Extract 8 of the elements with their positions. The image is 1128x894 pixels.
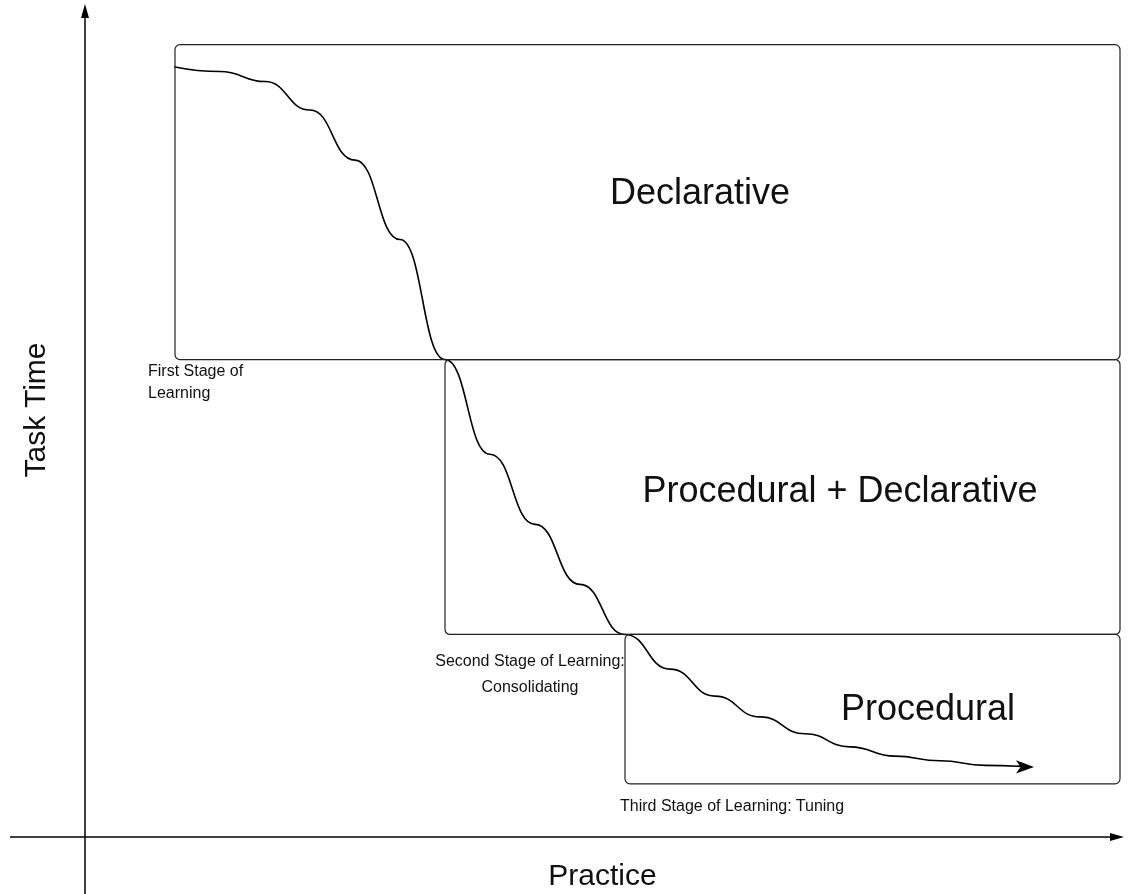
annotation: Declarative [609, 171, 791, 213]
y-axis-title: Task Time [18, 342, 52, 478]
annotation: Procedural + Declarative [642, 469, 1038, 511]
x-axis-title: Practice [548, 857, 657, 891]
annotation: Third Stage of Learning: Tuning [620, 797, 845, 815]
annotation: First Stage of Learning [148, 361, 245, 403]
annotation: Procedural [840, 687, 1016, 729]
annotation: Second Stage of Learning: Consolidating [434, 651, 626, 697]
